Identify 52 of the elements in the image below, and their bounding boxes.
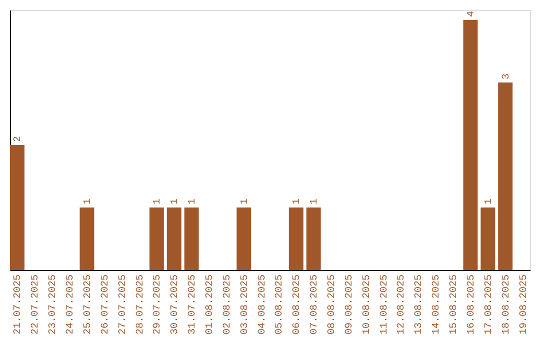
data-label: 1 (310, 198, 321, 204)
bar (10, 145, 24, 270)
bar (480, 208, 496, 270)
data-label: 1 (484, 198, 495, 204)
data-label: 4 (466, 10, 478, 17)
data-label: 1 (170, 198, 182, 204)
x-tick-label: 02.08.2025 (222, 274, 234, 335)
x-tick-label: 26.07.2025 (100, 274, 112, 335)
x-tick-label: 04.08.2025 (257, 274, 268, 335)
data-label: 1 (188, 198, 199, 204)
bar (80, 208, 94, 270)
x-tick-label: 15.08.2025 (449, 274, 460, 335)
bar (288, 208, 304, 270)
x-tick-label: 08.08.2025 (327, 274, 338, 335)
x-tick-label: 06.08.2025 (292, 274, 304, 335)
data-label: 1 (152, 198, 164, 204)
bar (184, 208, 199, 270)
x-tick-label: 19.08.2025 (518, 274, 530, 335)
x-tick-label: 22.07.2025 (30, 274, 42, 335)
x-tick-label: 28.07.2025 (135, 274, 146, 335)
x-tick-label: 16.08.2025 (466, 274, 478, 335)
data-label: 2 (13, 136, 24, 142)
x-tick-label: 03.08.2025 (240, 274, 251, 335)
x-tick-label: 14.08.2025 (432, 274, 443, 335)
x-tick-label: 21.07.2025 (13, 274, 24, 335)
x-tick-label: 17.08.2025 (484, 274, 495, 335)
bar (498, 82, 513, 270)
x-tick-label: 05.08.2025 (274, 274, 286, 335)
bar (166, 208, 182, 270)
x-tick-label: 31.07.2025 (188, 274, 199, 335)
x-tick-label: 29.07.2025 (152, 274, 164, 335)
x-tick-label: 23.07.2025 (48, 274, 60, 335)
x-tick-label: 27.07.2025 (118, 274, 129, 335)
x-tick-label: 13.08.2025 (414, 274, 426, 335)
data-label: 1 (240, 198, 251, 204)
x-tick-label: 10.08.2025 (362, 274, 373, 335)
bar (306, 208, 321, 270)
data-label: 1 (82, 198, 94, 204)
bar (236, 208, 252, 270)
x-tick-label: 07.08.2025 (310, 274, 321, 335)
bar (149, 208, 164, 270)
x-tick-label: 01.08.2025 (204, 274, 216, 335)
x-tick-label: 11.08.2025 (379, 274, 390, 335)
data-label: 1 (292, 198, 304, 204)
x-tick-label: 12.08.2025 (396, 274, 408, 335)
data-label: 3 (501, 73, 512, 80)
x-tick-label: 18.08.2025 (501, 274, 512, 335)
x-tick-label: 09.08.2025 (344, 274, 356, 335)
x-tick-label: 30.07.2025 (170, 274, 182, 335)
x-tick-label: 24.07.2025 (66, 274, 77, 335)
bar (463, 20, 478, 270)
x-tick-label: 25.07.2025 (82, 274, 94, 335)
